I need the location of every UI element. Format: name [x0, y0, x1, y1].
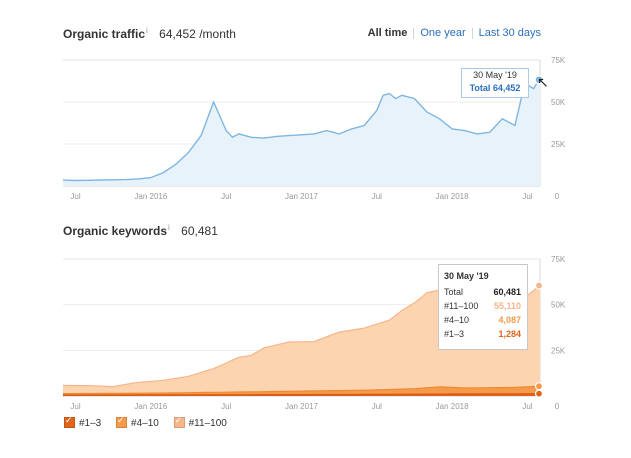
traffic-tooltip-total: Total 64,452	[469, 83, 521, 93]
tab-last-30-days[interactable]: Last 30 days	[478, 27, 541, 39]
point-1-3	[534, 389, 544, 398]
tooltip-row-value: 55,110	[493, 301, 521, 311]
legend-item-4-10[interactable]: #4–10	[116, 415, 159, 429]
legend-item-11-100[interactable]: #11–100	[173, 415, 227, 429]
x-tick-label: Jul	[221, 402, 231, 411]
traffic-point	[534, 74, 544, 85]
keywords-tooltip-date: 30 May '19	[444, 271, 489, 281]
legend-label: #1–3	[79, 418, 102, 429]
tooltip-row-value: 4,087	[498, 315, 521, 325]
keywords-header: Organic keywordsi 60,481	[63, 223, 218, 238]
x-tick-label: Jul	[522, 192, 532, 201]
tooltip-row-label: Total	[444, 287, 464, 297]
traffic-line	[62, 77, 541, 182]
tab-separator	[471, 27, 473, 39]
tab-all-time[interactable]: All time	[367, 27, 408, 39]
x-tick-label: Jan 2016	[134, 402, 167, 411]
tab-separator	[413, 27, 415, 39]
y-tick-label: 75K	[551, 255, 566, 264]
x-tick-label: Jan 2018	[436, 402, 469, 411]
tooltip-row: #1–3 1,284	[439, 327, 527, 341]
tooltip-row: Total 60,481	[439, 285, 527, 299]
point-4-10	[534, 382, 544, 391]
checkbox-icon	[64, 415, 75, 428]
tooltip-row-value: 60,481	[493, 287, 521, 297]
x-tick-label: Jan 2016	[134, 192, 167, 201]
y-tick-label: 75K	[551, 56, 566, 65]
x-tick-label: Jul	[221, 192, 231, 201]
series-4-10-area-line	[63, 385, 541, 395]
traffic-info-icon[interactable]: i	[146, 26, 148, 35]
x-tick-label: Jul	[372, 402, 382, 411]
x-tick-label: Jul	[372, 192, 382, 201]
x-tick-label: Jan 2017	[285, 402, 318, 411]
point-11-100	[534, 281, 544, 290]
legend-item-1-3[interactable]: #1–3	[64, 415, 102, 429]
keywords-title: Organic keywords	[63, 224, 168, 238]
range-tabs: All time One year Last 30 days	[362, 27, 547, 39]
checkbox-icon	[116, 415, 128, 428]
x-tick-label: Jan 2018	[436, 192, 469, 201]
keywords-value: 60,481	[181, 224, 218, 238]
keywords-info-icon[interactable]: i	[168, 223, 170, 232]
traffic-tooltip: 30 May '19 Total 64,452	[461, 68, 529, 98]
tooltip-row-label: #11–100	[444, 301, 479, 311]
x-tick-label: Jan 2017	[285, 192, 318, 201]
x-tick-label: Jul	[70, 402, 80, 411]
legend-label: #11–100	[188, 418, 227, 429]
tooltip-row-value: 1,284	[498, 329, 521, 339]
keywords-chart[interactable]: 25K 50K 75K 0 Jul Jan 2016 Jul Jan 2017 Jul Jan 2…	[0, 0, 631, 420]
tooltip-row: #4–10 4,087	[439, 313, 527, 327]
y-tick-label: 25K	[551, 346, 566, 355]
keywords-legend: #1–3 #4–10 #11–100	[64, 415, 239, 429]
traffic-header: Organic traffici 64,452 /month	[63, 26, 236, 41]
tooltip-row: #11–100 55,110	[439, 299, 527, 313]
traffic-tooltip-date: 30 May '19	[473, 70, 517, 80]
y-tick-label: 50K	[551, 301, 566, 310]
y-tick-label: 50K	[551, 98, 566, 107]
x-tick-label: Jul	[70, 192, 80, 201]
tooltip-row-label: #1–3	[444, 329, 465, 339]
tooltip-row-label: #4–10	[444, 315, 470, 325]
series-1-3-area-line	[63, 393, 540, 396]
traffic-value: 64,452 /month	[159, 27, 236, 41]
y-tick-label: 25K	[551, 140, 566, 149]
tab-one-year[interactable]: One year	[420, 27, 466, 39]
y-tick-label: 0	[555, 402, 560, 411]
series-11-100-area	[63, 285, 540, 394]
x-tick-label: Jul	[522, 402, 532, 411]
legend-label: #4–10	[131, 418, 159, 429]
traffic-title: Organic traffic	[63, 27, 146, 41]
cursor-arrow-icon: ↖	[537, 74, 549, 90]
keywords-tooltip: 30 May '19 Total 60,481 #11–100 55,110 #4–10…	[438, 264, 528, 350]
y-tick-label: 0	[555, 192, 560, 201]
checkbox-icon	[173, 415, 185, 428]
traffic-chart[interactable]: 25K 50K 75K 0 Jul Jan 2016 Jul Jan 2017 Jul Jan 2…	[0, 0, 631, 220]
